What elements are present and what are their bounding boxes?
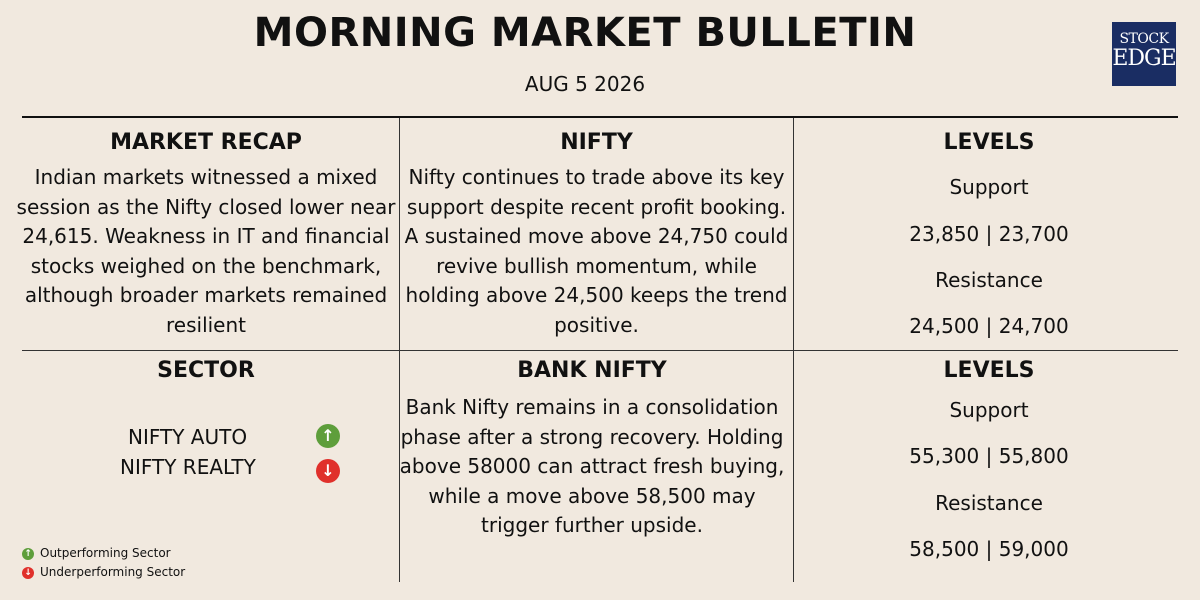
- legend-label: Underperforming Sector: [40, 565, 186, 579]
- bank-resistance-values: 58,500 | 59,000: [909, 537, 1069, 561]
- bank-nifty-section: BANK NIFTY Bank Nifty remains in a conso…: [397, 358, 787, 541]
- nifty-levels-section: LEVELS: [794, 130, 1184, 155]
- bank-nifty-heading: BANK NIFTY: [517, 358, 667, 383]
- logo-line2: EDGE: [1112, 46, 1176, 71]
- bank-levels-section: LEVELS: [794, 358, 1184, 383]
- bank-support-values: 55,300 | 55,800: [909, 444, 1069, 468]
- sector-item: NIFTY AUTO: [128, 425, 248, 449]
- bank-resistance-label: Resistance: [935, 491, 1043, 515]
- column-divider-1: [399, 118, 400, 582]
- nifty-support-label: Support: [949, 175, 1029, 199]
- sector-heading: SECTOR: [157, 358, 255, 383]
- nifty-levels-heading: LEVELS: [943, 130, 1035, 155]
- up-arrow-icon: ↑: [316, 424, 340, 448]
- down-arrow-icon: ↓: [22, 566, 34, 579]
- nifty-resistance-values: 24,500 | 24,700: [909, 314, 1069, 338]
- sector-item: NIFTY REALTY: [120, 455, 256, 479]
- stockedge-logo: STOCK EDGE: [1112, 22, 1177, 86]
- legend-item: ↑ Outperforming Sector: [22, 546, 171, 560]
- legend-item: ↓ Underperforming Sector: [22, 565, 185, 579]
- bank-support-label: Support: [949, 398, 1029, 422]
- up-arrow-icon: ↑: [22, 547, 34, 560]
- nifty-text: Nifty continues to trade above its key s…: [404, 165, 789, 337]
- column-divider-2: [793, 118, 794, 582]
- market-recap-heading: MARKET RECAP: [110, 130, 302, 155]
- header-divider: [22, 116, 1178, 118]
- down-arrow-icon: ↓: [316, 459, 340, 483]
- nifty-resistance-label: Resistance: [935, 268, 1043, 292]
- nifty-support-values: 23,850 | 23,700: [909, 222, 1069, 246]
- logo-line1: STOCK: [1119, 31, 1169, 47]
- nifty-heading: NIFTY: [560, 130, 633, 155]
- page-title: MORNING MARKET BULLETIN: [253, 10, 917, 56]
- bank-nifty-text: Bank Nifty remains in a consolidation ph…: [399, 395, 785, 537]
- market-recap-text: Indian markets witnessed a mixed session…: [16, 165, 396, 337]
- legend-label: Outperforming Sector: [40, 546, 171, 560]
- market-recap-section: MARKET RECAP Indian markets witnessed a …: [12, 130, 400, 340]
- bank-levels-heading: LEVELS: [943, 358, 1035, 383]
- bulletin-date: AUG 5 2026: [524, 72, 646, 96]
- row-divider: [22, 350, 1178, 351]
- nifty-section: NIFTY Nifty continues to trade above its…: [403, 130, 790, 340]
- sector-section: SECTOR: [12, 358, 400, 383]
